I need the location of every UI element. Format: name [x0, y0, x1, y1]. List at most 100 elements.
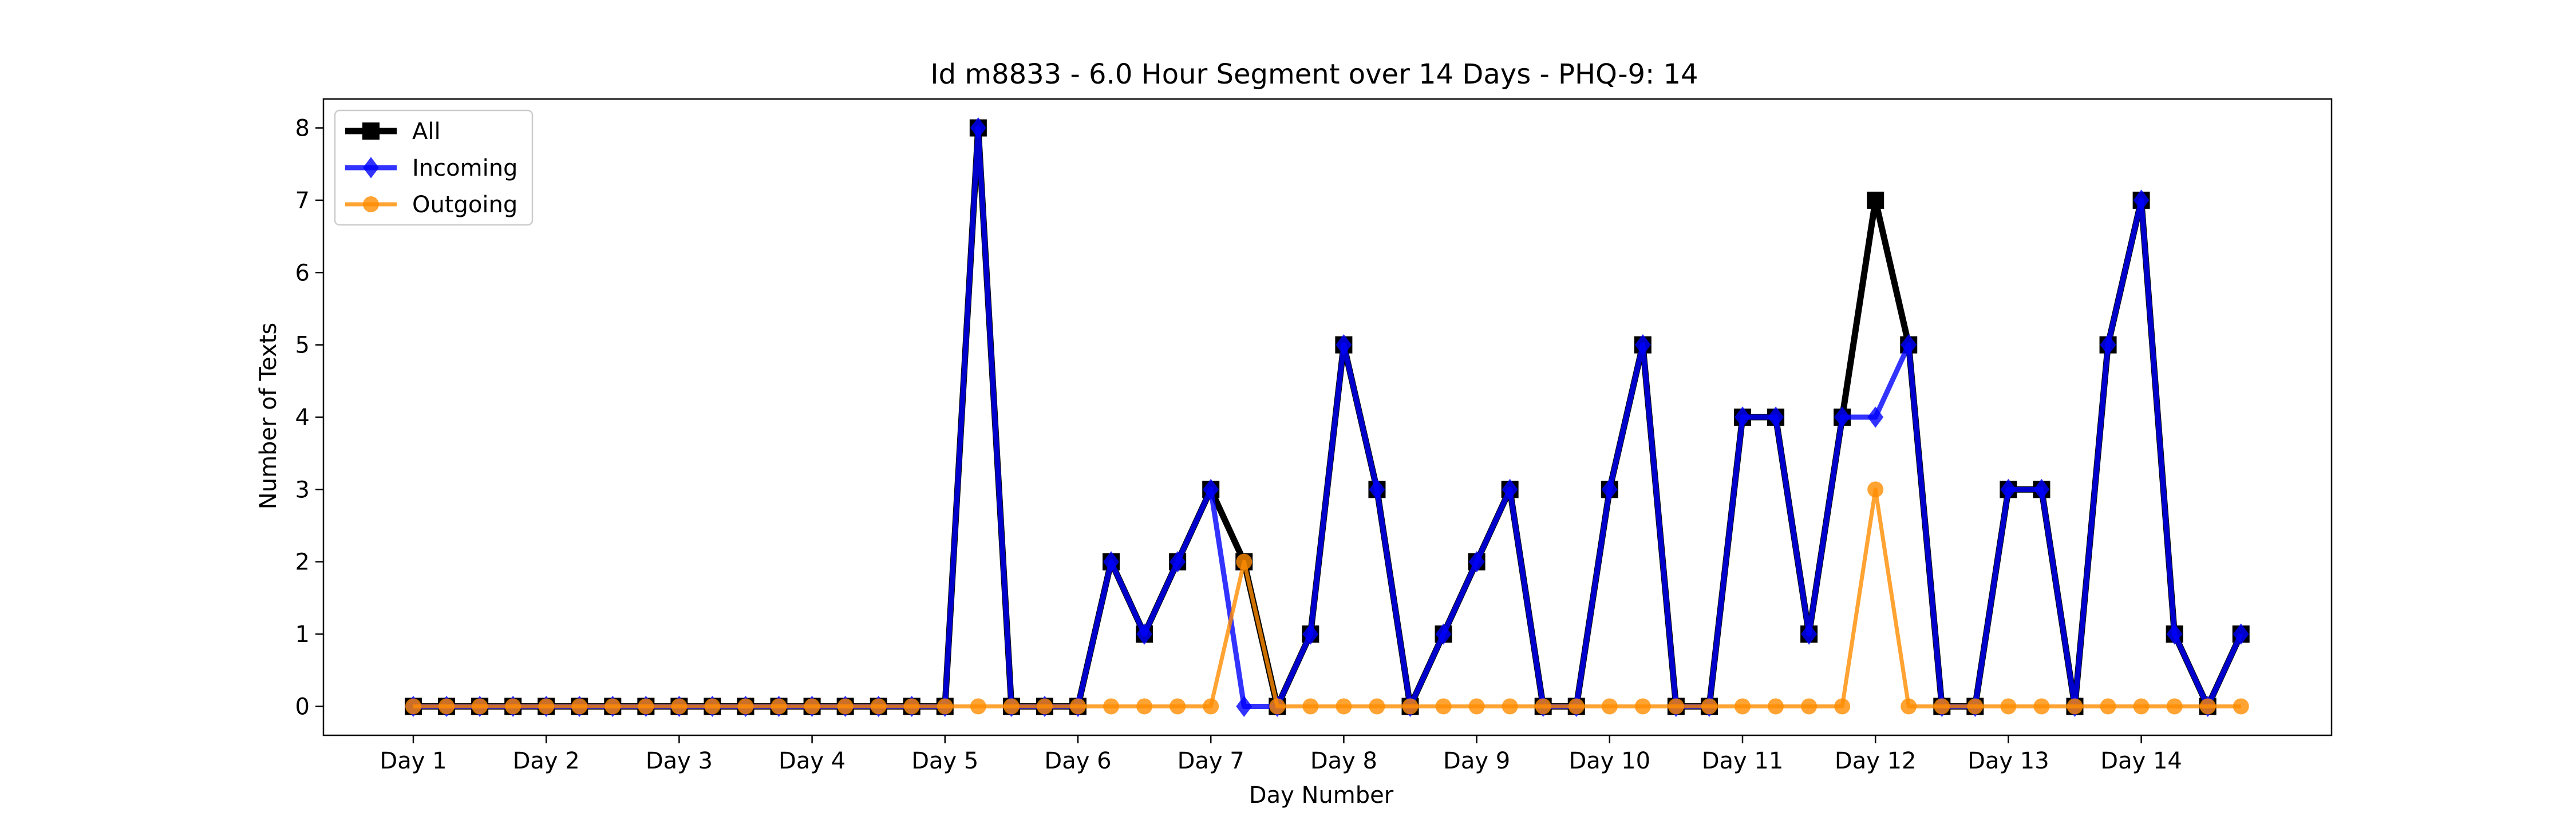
data-point-incoming [1901, 334, 1917, 356]
data-point-incoming [1336, 334, 1352, 356]
x-tick-label: Day 12 [1835, 748, 1917, 774]
data-point-outgoing [1435, 698, 1452, 715]
x-tick-label: Day 4 [779, 748, 846, 774]
data-point-outgoing [2199, 698, 2216, 715]
x-tick-label: Day 2 [513, 748, 580, 774]
x-tick-label: Day 8 [1310, 748, 1377, 774]
data-point-outgoing [1967, 698, 1984, 715]
data-point-outgoing [1170, 698, 1186, 715]
plot-area: 0 1 2 3 4 5 6 7 8 Day 1 Day 2 Day 3 Day 4 Day 5 Day 6 D… [295, 98, 2333, 774]
data-point-outgoing [1735, 698, 1751, 715]
x-tick-label: Day 1 [380, 748, 447, 774]
chart-title: Id m8833 - 6.0 Hour Segment over 14 Days… [930, 58, 1698, 90]
data-point-outgoing [737, 698, 754, 715]
data-point-outgoing [1901, 698, 1917, 715]
data-point-outgoing [970, 698, 986, 715]
y-tick-label: 2 [295, 549, 310, 576]
y-tick-label: 7 [295, 188, 310, 214]
series-outgoing [405, 481, 2249, 715]
y-tick-label: 1 [295, 621, 310, 648]
x-tick-label: Day 11 [1702, 748, 1784, 774]
x-tick-label: Day 10 [1568, 748, 1650, 774]
data-point-incoming [1103, 551, 1119, 573]
legend-marker-incoming [363, 157, 379, 179]
data-point-outgoing [1402, 698, 1419, 715]
data-point-incoming [1601, 478, 1618, 500]
data-point-outgoing [1003, 698, 1020, 715]
x-tick-label: Day 7 [1178, 748, 1244, 774]
data-point-outgoing [538, 698, 555, 715]
data-point-outgoing [1668, 698, 1684, 715]
data-point-outgoing [870, 698, 887, 715]
data-point-outgoing [671, 698, 688, 715]
data-point-outgoing [1203, 698, 1219, 715]
data-point-outgoing [505, 698, 521, 715]
data-point-outgoing [1103, 698, 1120, 715]
data-point-outgoing [1036, 698, 1053, 715]
data-point-incoming [970, 117, 986, 139]
x-axis-label: Day Number [1249, 782, 1394, 809]
data-point-outgoing [2067, 698, 2083, 715]
data-point-incoming [1801, 623, 1818, 645]
y-tick-label: 5 [295, 332, 310, 359]
data-point-outgoing [1634, 698, 1651, 715]
data-point-outgoing [2100, 698, 2116, 715]
data-point-outgoing [1535, 698, 1551, 715]
data-point-outgoing [438, 698, 455, 715]
data-point-incoming [1768, 406, 1784, 428]
data-point-outgoing [1867, 481, 1884, 498]
data-point-incoming [1136, 623, 1153, 645]
data-point-incoming [1634, 334, 1651, 356]
legend-marker-outgoing [363, 196, 379, 212]
data-point-incoming [2166, 623, 2183, 645]
legend-label-outgoing: Outgoing [412, 192, 517, 218]
data-point-outgoing [837, 698, 854, 715]
data-point-incoming [1468, 551, 1485, 573]
data-point-outgoing [2000, 698, 2017, 715]
data-point-outgoing [1336, 698, 1352, 715]
data-point-outgoing [472, 698, 488, 715]
data-point-incoming [2000, 478, 2017, 500]
data-point-outgoing [1934, 698, 1950, 715]
plot-frame [322, 98, 2333, 736]
data-point-outgoing [2233, 698, 2249, 715]
data-point-outgoing [1502, 698, 1518, 715]
data-point-incoming [1203, 478, 1219, 500]
data-point-incoming [1369, 478, 1385, 500]
x-tick-label: Day 3 [646, 748, 713, 774]
data-point-incoming [2033, 478, 2050, 500]
data-point-outgoing [1801, 698, 1818, 715]
data-point-outgoing [1834, 698, 1851, 715]
data-point-incoming [2133, 189, 2150, 211]
data-point-incoming [1502, 478, 1518, 500]
series-line-incoming [413, 125, 2243, 709]
data-point-incoming [1302, 623, 1319, 645]
data-point-incoming [1435, 623, 1452, 645]
data-point-outgoing [903, 698, 920, 715]
x-tick-label: Day 5 [911, 748, 978, 774]
data-point-outgoing [1302, 698, 1319, 715]
x-tick-label: Day 13 [1967, 748, 2049, 774]
data-point-outgoing [1701, 698, 1717, 715]
y-axis-label: Number of Texts [255, 323, 282, 509]
data-point-outgoing [1601, 698, 1618, 715]
x-tick-label: Day 6 [1044, 748, 1111, 774]
data-point-outgoing [1070, 698, 1086, 715]
data-point-outgoing [937, 698, 953, 715]
data-point-incoming [2233, 623, 2249, 645]
y-tick-label: 0 [295, 694, 310, 720]
data-point-outgoing [571, 698, 588, 715]
data-point-outgoing [704, 698, 721, 715]
data-point-incoming [2100, 334, 2116, 356]
legend-box [334, 109, 534, 226]
data-point-outgoing [804, 698, 820, 715]
x-tick-label: Day 14 [2100, 748, 2182, 774]
series-all [405, 119, 2250, 715]
y-tick-label: 4 [295, 405, 310, 431]
data-point-incoming [1236, 695, 1253, 718]
legend: All Incoming Outgoing [334, 109, 534, 226]
data-point-outgoing [1136, 698, 1153, 715]
y-tick-label: 6 [295, 260, 310, 286]
data-point-outgoing [1768, 698, 1784, 715]
